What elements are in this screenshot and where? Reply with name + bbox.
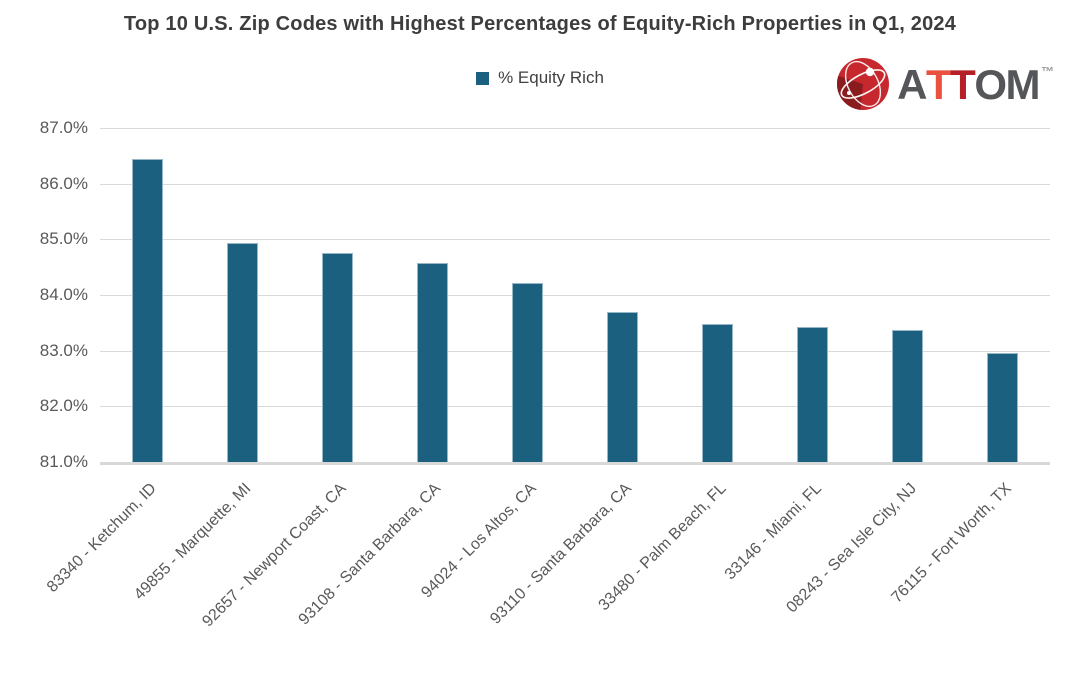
- y-axis-label: 83.0%: [39, 340, 88, 360]
- gridline: [100, 128, 1050, 129]
- attom-wordmark: A T T O M ™: [897, 57, 1054, 106]
- bar: [702, 323, 733, 462]
- y-axis-label: 81.0%: [39, 452, 88, 471]
- legend: % Equity Rich: [0, 68, 1080, 88]
- bar: [132, 158, 163, 462]
- bar: [987, 352, 1018, 462]
- x-axis-line: [100, 462, 1050, 465]
- attom-letter: A: [897, 61, 927, 108]
- bar: [892, 329, 923, 462]
- attom-letter: O: [974, 61, 1007, 108]
- attom-letter: T: [926, 61, 952, 108]
- legend-marker-icon: [476, 71, 490, 85]
- y-axis: 87.0% 86.0% 85.0% 84.0% 83.0% 82.0% 81.0%: [0, 118, 88, 471]
- trademark-symbol: ™: [1041, 64, 1054, 79]
- plot-area: [100, 128, 1050, 465]
- bar: [227, 243, 258, 462]
- bar: [322, 252, 353, 462]
- gridline: [100, 406, 1050, 408]
- bar: [607, 312, 638, 462]
- bar: [417, 263, 448, 462]
- bar: [797, 326, 828, 462]
- y-axis-label: 87.0%: [39, 118, 88, 137]
- y-axis-label: 84.0%: [39, 285, 88, 304]
- y-axis-label: 86.0%: [39, 173, 88, 193]
- chart-title: Top 10 U.S. Zip Codes with Highest Perce…: [123, 13, 957, 35]
- legend-label: % Equity Rich: [498, 68, 604, 87]
- y-axis-label: 85.0%: [39, 229, 88, 249]
- gridline: [100, 183, 1050, 185]
- x-axis-label: 33146 - Miami, FL: [721, 480, 825, 584]
- attom-logo: A T T O M ™: [836, 57, 1054, 111]
- y-axis-label: 82.0%: [39, 396, 88, 416]
- attom-letter: T: [950, 61, 976, 108]
- attom-letter: M: [1005, 61, 1041, 108]
- gridline: [100, 295, 1050, 296]
- gridline: [100, 239, 1050, 241]
- gridline: [100, 350, 1050, 352]
- attom-globe-icon: [837, 58, 890, 110]
- bar: [512, 282, 543, 462]
